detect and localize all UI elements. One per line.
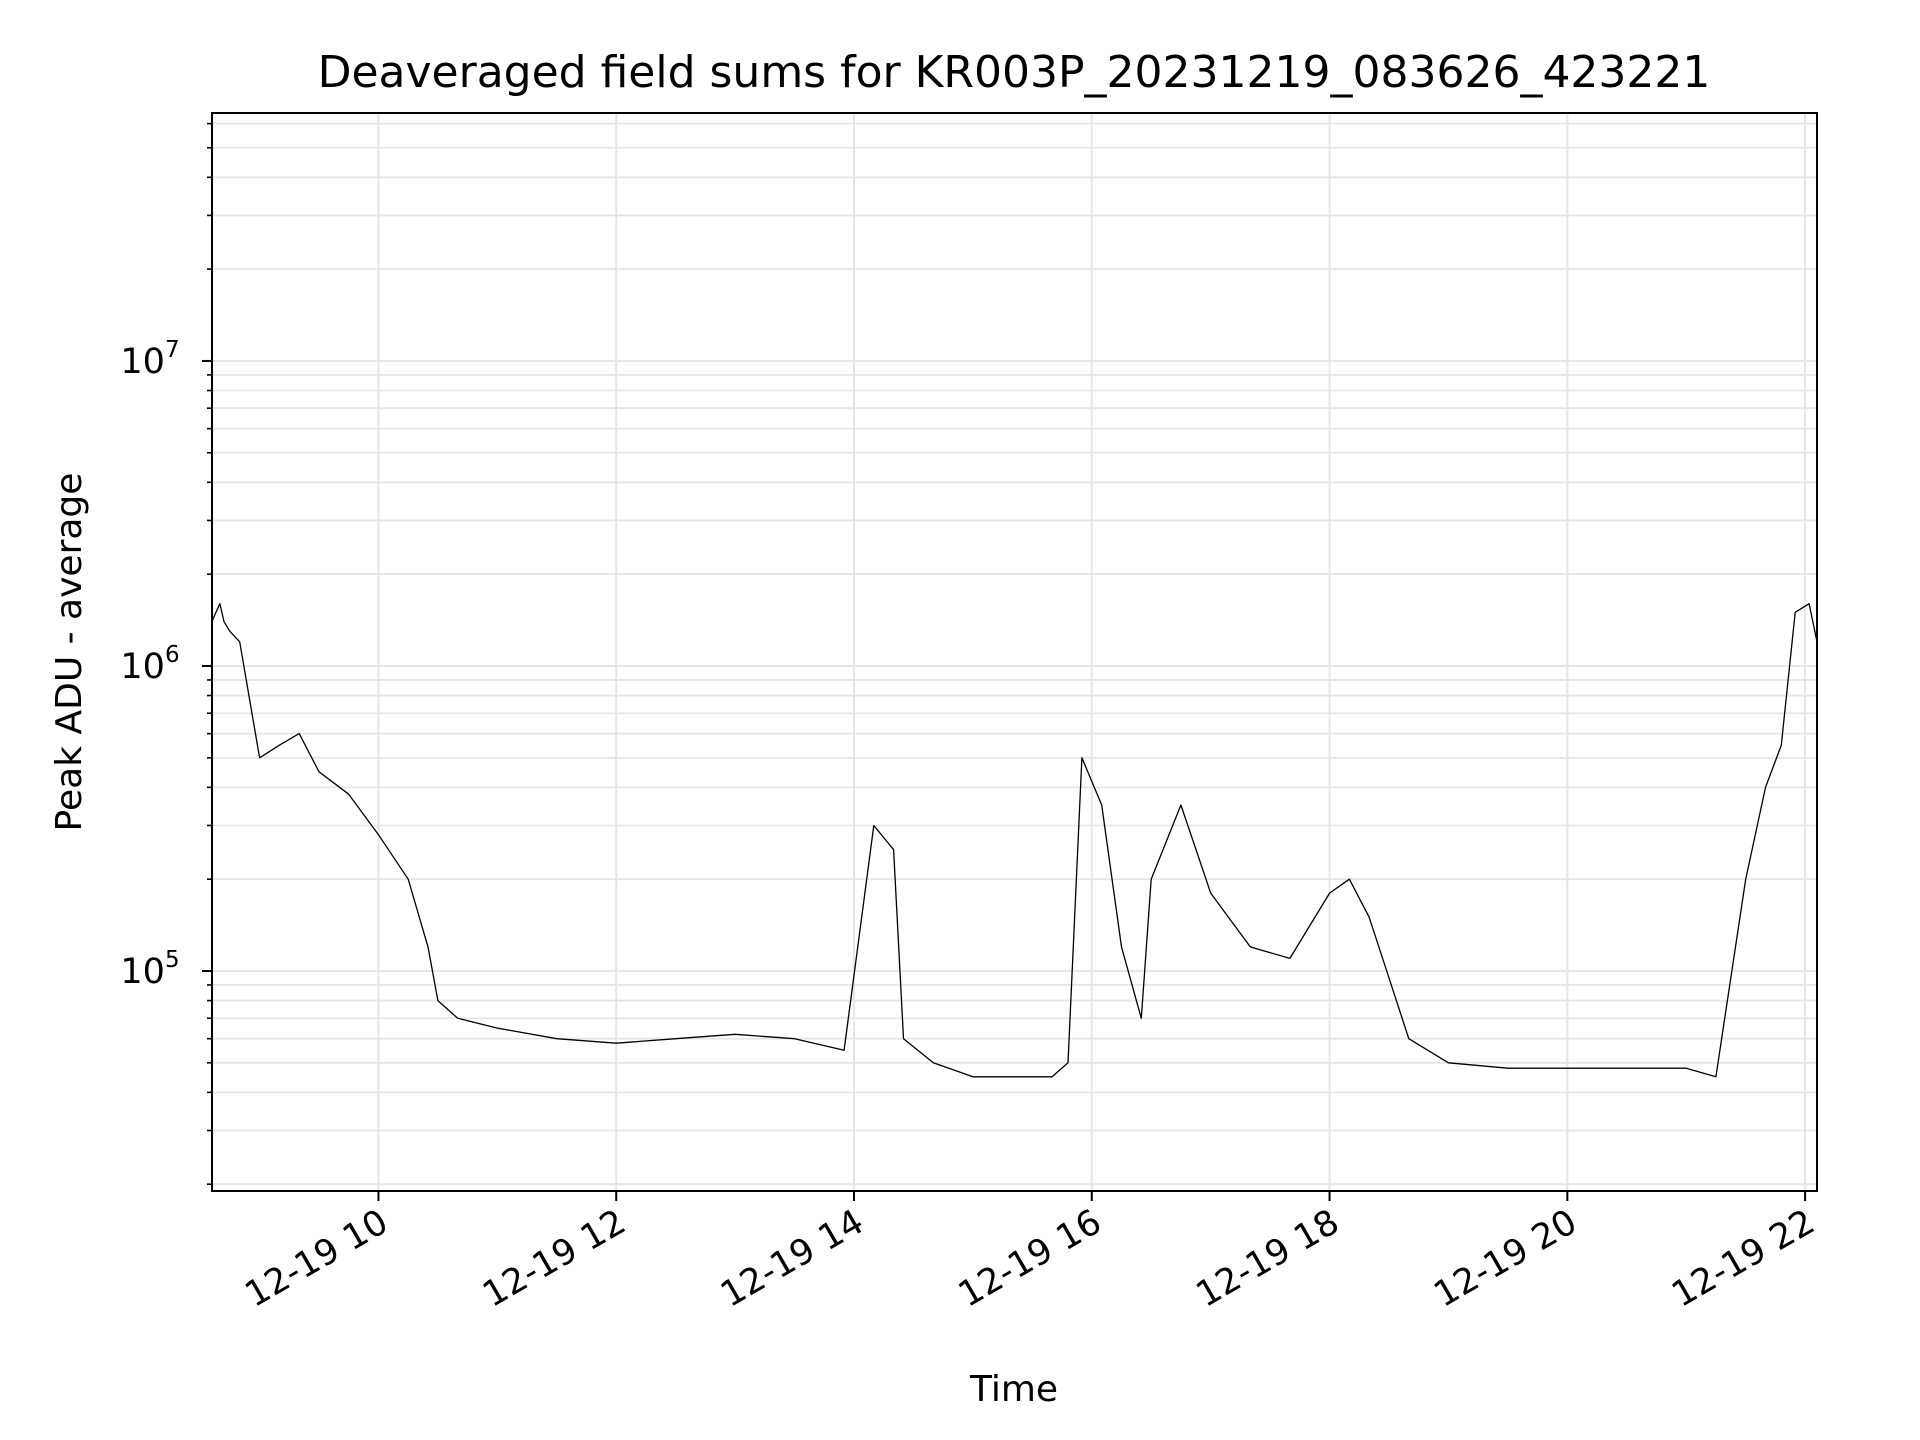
chart-title: Deaveraged field sums for KR003P_2023121… xyxy=(318,47,1711,98)
y-axis-label: Peak ADU - average xyxy=(49,473,90,832)
y-tick-label: 105 xyxy=(120,947,179,992)
y-tick-label: 106 xyxy=(120,642,179,687)
axes-frame xyxy=(211,112,1818,1192)
y-axis-ticks: 105 106 107 xyxy=(120,122,212,1186)
grid-lines xyxy=(212,113,1817,1191)
y-tick-label: 107 xyxy=(120,337,179,382)
series-line xyxy=(211,603,1818,1078)
plot-area xyxy=(211,603,1818,1078)
x-axis-label: Time xyxy=(969,1369,1058,1410)
